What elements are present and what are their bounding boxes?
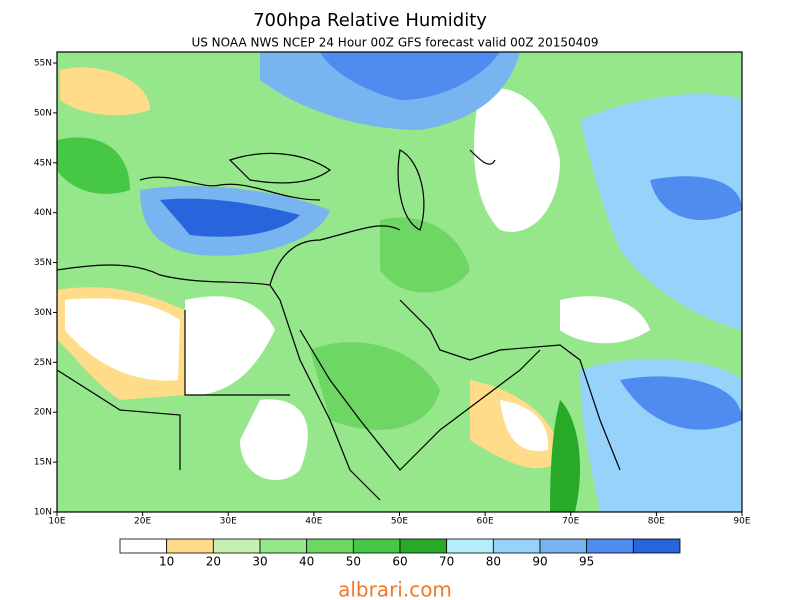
colorbar-box bbox=[212, 538, 261, 554]
colorbar-box bbox=[632, 538, 681, 554]
lon-label: 30E bbox=[220, 517, 237, 527]
colorbar-box bbox=[166, 538, 214, 554]
colorbar-box bbox=[352, 538, 401, 554]
lon-label: 50E bbox=[391, 517, 408, 527]
colorbar-box bbox=[446, 538, 494, 554]
colorbar-label: 60 bbox=[392, 555, 407, 569]
lon-label: 40E bbox=[305, 517, 322, 527]
colorbar-label: 90 bbox=[532, 555, 547, 569]
lat-label: 55N bbox=[34, 59, 52, 69]
subtitle: US NOAA NWS NCEP 24 Hour 00Z GFS forecas… bbox=[191, 36, 598, 50]
lon-label: 60E bbox=[477, 517, 494, 527]
colorbar-box bbox=[399, 538, 448, 554]
colorbar-box bbox=[306, 538, 354, 554]
lon-label: 70E bbox=[562, 517, 579, 527]
coastlines bbox=[57, 149, 621, 501]
colorbar-box bbox=[492, 538, 541, 554]
lat-label: 30N bbox=[34, 308, 52, 318]
lat-label: 10N bbox=[34, 508, 52, 518]
colorbar-box bbox=[259, 538, 308, 554]
colorbar-label: 40 bbox=[299, 555, 314, 569]
watermark: albrari.com bbox=[338, 578, 452, 600]
lon-label: 20E bbox=[134, 517, 151, 527]
colorbar-box bbox=[119, 538, 168, 554]
colorbar-label: 20 bbox=[206, 555, 221, 569]
colorbar-box bbox=[586, 538, 634, 554]
colorbar-label: 95 bbox=[579, 555, 594, 569]
colorbar-label: 10 bbox=[159, 555, 174, 569]
lat-label: 20N bbox=[34, 408, 52, 418]
colorbar-label: 50 bbox=[346, 555, 361, 569]
lon-label: 80E bbox=[648, 517, 665, 527]
lat-label: 50N bbox=[34, 108, 52, 118]
colorbar-box bbox=[539, 538, 588, 554]
lon-label: 10E bbox=[48, 517, 65, 527]
colorbar-label: 70 bbox=[439, 555, 454, 569]
colorbar-label: 30 bbox=[252, 555, 267, 569]
lat-label: 15N bbox=[34, 458, 52, 468]
title: 700hpa Relative Humidity bbox=[253, 10, 487, 31]
lon-label: 90E bbox=[733, 517, 750, 527]
lat-label: 25N bbox=[34, 358, 52, 368]
lat-label: 40N bbox=[34, 208, 52, 218]
lat-label: 45N bbox=[34, 158, 52, 168]
lat-label: 35N bbox=[34, 258, 52, 268]
map-field bbox=[57, 52, 742, 512]
colorbar-label: 80 bbox=[486, 555, 501, 569]
